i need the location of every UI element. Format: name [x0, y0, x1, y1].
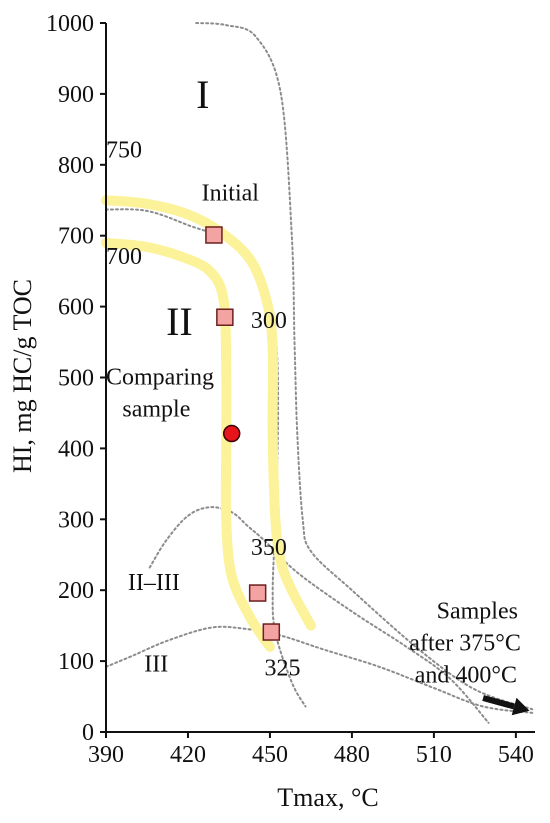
- y-tick-label: 600: [58, 295, 94, 321]
- data-points: [205, 226, 281, 641]
- maturation-trends: [101, 195, 316, 652]
- x-tick-label: 480: [334, 742, 370, 768]
- annotation-samples-3: and 400°C: [415, 662, 517, 688]
- annotations: IIIII–IIIIII750700Initial300350325Compar…: [106, 72, 521, 688]
- square-point: [216, 308, 234, 326]
- y-tick-label: 800: [58, 153, 94, 179]
- y-tick-label: 900: [58, 82, 94, 108]
- annotation-samples-2: after 375°C: [409, 630, 521, 656]
- square-point: [205, 226, 223, 244]
- arrow-head: [511, 697, 530, 716]
- boundary-line-3: [148, 506, 490, 724]
- x-axis-label: Tmax, °C: [277, 783, 378, 812]
- annotation-label-300: 300: [251, 308, 287, 334]
- y-tick-label: 0: [82, 720, 94, 746]
- x-tick-label: 540: [498, 742, 534, 768]
- y-tick-label: 200: [58, 578, 94, 604]
- annotation-type-ii-iii: II–III: [128, 570, 180, 596]
- y-tick-label: 1000: [46, 11, 94, 37]
- annotation-label-325: 325: [264, 655, 300, 681]
- y-axis-label: HI, mg HC/g TOC: [8, 279, 37, 473]
- trend-line-2: [101, 237, 275, 652]
- annotation-samples-1: Samples: [437, 599, 518, 625]
- annotation-type-ii: II: [166, 299, 193, 344]
- tick-labels: 0 100 200 300 400 500 600 700 800 900 1000 390 420 45…: [46, 11, 534, 768]
- square-point: [248, 584, 267, 602]
- arrow: [482, 695, 530, 716]
- x-tick-label: 420: [170, 742, 206, 768]
- square-point: [262, 623, 281, 641]
- y-tick-label: 400: [58, 436, 94, 462]
- annotation-type-i: I: [196, 72, 209, 117]
- annotation-comparing-1: Comparing: [106, 365, 214, 391]
- y-tick-label: 500: [58, 366, 94, 392]
- annotation-label-750: 750: [106, 138, 142, 164]
- annotation-label-initial: Initial: [202, 180, 260, 206]
- circle-point: [222, 424, 241, 443]
- annotation-label-700: 700: [106, 244, 142, 270]
- y-tick-label: 700: [58, 224, 94, 250]
- y-tick-label: 100: [58, 649, 94, 675]
- annotation-type-iii: III: [144, 652, 168, 678]
- axes: [100, 22, 535, 738]
- x-tick-label: 450: [252, 742, 288, 768]
- annotation-comparing-2: sample: [122, 396, 190, 422]
- x-tick-label: 390: [88, 742, 124, 768]
- x-tick-label: 510: [416, 742, 452, 768]
- boundary-line-1: [195, 22, 534, 711]
- annotation-label-350: 350: [251, 535, 287, 561]
- y-tick-label: 300: [58, 507, 94, 533]
- boundary-line-4: [105, 625, 534, 714]
- trend-line-1: [101, 195, 316, 631]
- arrow-shaft: [482, 695, 515, 710]
